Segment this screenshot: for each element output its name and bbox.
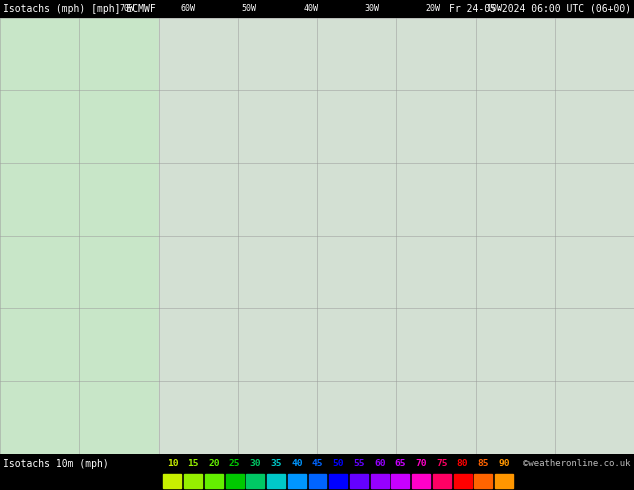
Text: 40: 40 xyxy=(291,460,302,468)
Bar xyxy=(433,474,451,488)
Text: 40W: 40W xyxy=(303,4,318,13)
Bar xyxy=(474,474,492,488)
Text: 25: 25 xyxy=(229,460,240,468)
Text: 75: 75 xyxy=(436,460,448,468)
Text: 60: 60 xyxy=(374,460,385,468)
Bar xyxy=(226,474,243,488)
Bar xyxy=(391,474,410,488)
Text: 85: 85 xyxy=(477,460,489,468)
Bar xyxy=(495,474,513,488)
Bar xyxy=(453,474,472,488)
Text: 90: 90 xyxy=(498,460,510,468)
Bar xyxy=(164,474,181,488)
Bar xyxy=(184,474,202,488)
Bar xyxy=(371,474,389,488)
Text: 15: 15 xyxy=(188,460,199,468)
Text: Isotachs (mph) [mph] ECMWF: Isotachs (mph) [mph] ECMWF xyxy=(3,4,156,14)
Bar xyxy=(267,474,285,488)
Text: 30: 30 xyxy=(250,460,261,468)
Bar xyxy=(350,474,368,488)
Text: Fr 24-05-2024 06:00 UTC (06+00): Fr 24-05-2024 06:00 UTC (06+00) xyxy=(449,4,631,14)
Bar xyxy=(329,474,347,488)
FancyBboxPatch shape xyxy=(158,18,634,454)
Text: 80: 80 xyxy=(457,460,469,468)
Bar xyxy=(247,474,264,488)
Text: 30W: 30W xyxy=(365,4,379,13)
Text: 55: 55 xyxy=(353,460,365,468)
Text: Isotachs 10m (mph): Isotachs 10m (mph) xyxy=(3,459,109,469)
Bar xyxy=(412,474,430,488)
Text: 10W: 10W xyxy=(487,4,502,13)
Text: 50W: 50W xyxy=(242,4,257,13)
Text: ©weatheronline.co.uk: ©weatheronline.co.uk xyxy=(523,460,631,468)
Text: 20W: 20W xyxy=(426,4,441,13)
Text: 50: 50 xyxy=(332,460,344,468)
Text: 20: 20 xyxy=(208,460,219,468)
Text: 70: 70 xyxy=(415,460,427,468)
Text: 60W: 60W xyxy=(181,4,195,13)
Text: 45: 45 xyxy=(312,460,323,468)
Bar xyxy=(288,474,306,488)
Text: 65: 65 xyxy=(394,460,406,468)
Text: 35: 35 xyxy=(270,460,282,468)
Bar xyxy=(205,474,223,488)
Text: 10: 10 xyxy=(167,460,178,468)
Text: 70W: 70W xyxy=(119,4,134,13)
Bar xyxy=(309,474,327,488)
